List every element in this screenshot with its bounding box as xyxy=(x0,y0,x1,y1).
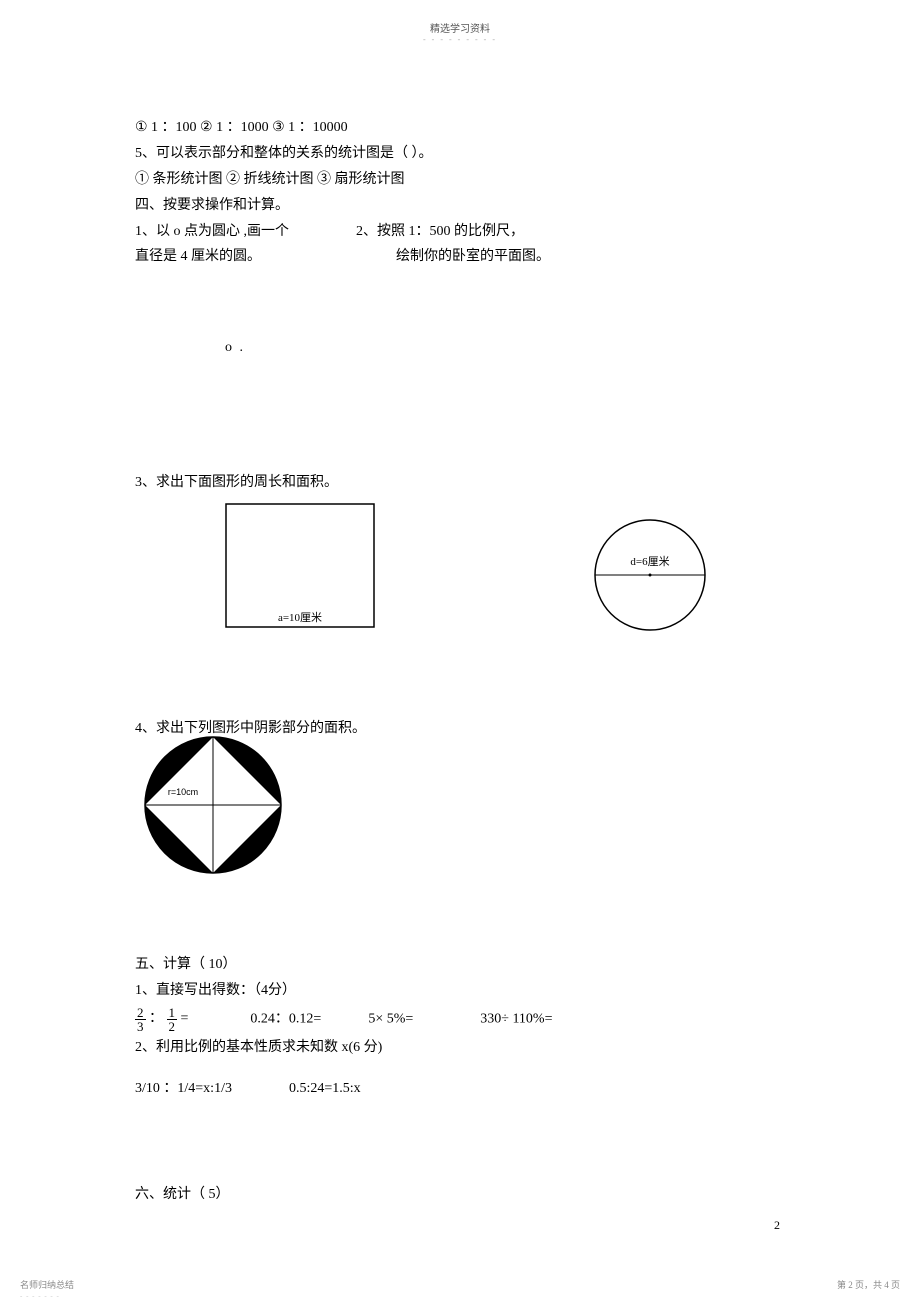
question-5-1: 1、直接写出得数：（4分） xyxy=(135,978,795,1004)
q4-1-line2: 直径是 4 厘米的圆。 xyxy=(135,249,261,264)
shaded-label: r=10cm xyxy=(168,787,198,797)
section-6-title: 六、统计（ 5） xyxy=(135,1182,795,1208)
circle-figure: d=6厘米 xyxy=(585,515,715,635)
question-5-2: 2、利用比例的基本性质求未知数 x(6 分) xyxy=(135,1035,795,1061)
frac1-den: 3 xyxy=(135,1020,146,1033)
shaded-figure: r=10cm xyxy=(141,735,296,885)
frac2-den: 2 xyxy=(167,1020,178,1033)
calc-3: 5× 5%= xyxy=(368,1012,413,1027)
header-title: 精选学习资料 xyxy=(0,0,920,35)
question-4-3: 3、求出下面图形的周长和面积。 xyxy=(135,470,795,496)
fraction-2: 1 2 xyxy=(167,1006,178,1033)
question-5: 5、可以表示部分和整体的关系的统计图是（ ）。 xyxy=(135,141,795,167)
square-label: a=10厘米 xyxy=(278,611,322,624)
prev-question-options: ① 1 ：100 ② 1 ：1000 ③ 1 ：10000 xyxy=(135,115,795,141)
q4-row2: 直径是 4 厘米的圆。 绘制你的卧室的平面图。 xyxy=(135,244,795,270)
fraction-1: 2 3 xyxy=(135,1006,146,1033)
o-point-marker: o . xyxy=(225,340,245,356)
frac2-num: 1 xyxy=(167,1006,178,1020)
header-dots: - - - - - - - - - xyxy=(0,35,920,44)
equation-1: 3/10 ：1/4=x:1/3 xyxy=(135,1081,232,1096)
frac1-num: 2 xyxy=(135,1006,146,1020)
q4-2-line2: 绘制你的卧室的平面图。 xyxy=(396,249,550,264)
colon: ： xyxy=(149,1011,163,1026)
square-figure: a=10厘米 xyxy=(225,503,375,648)
q4-row1: 1、以 o 点为圆心 ,画一个 2、按照 1：500 的比例尺， xyxy=(135,219,795,245)
footer-right: 第 2 页，共 4 页 xyxy=(837,1278,900,1291)
footer-left-dots: - - - - - - - xyxy=(20,1292,60,1300)
section-4-title: 四、按要求操作和计算。 xyxy=(135,193,795,219)
equals: = xyxy=(181,1011,189,1026)
page-number: 2 xyxy=(774,1218,780,1233)
eq-row: 3/10 ：1/4=x:1/3 0.5:24=1.5:x xyxy=(135,1076,795,1102)
q4-1-line1: 1、以 o 点为圆心 ,画一个 xyxy=(135,224,289,239)
circle-label: d=6厘米 xyxy=(630,555,669,568)
equation-2: 0.5:24=1.5:x xyxy=(289,1081,361,1096)
question-5-options: ① 条形统计图 ② 折线统计图 ③ 扇形统计图 xyxy=(135,167,795,193)
footer-left: 名师归纳总结 xyxy=(20,1278,74,1291)
calc-2: 0.24：0.12= xyxy=(250,1012,321,1027)
section-5-title: 五、计算（ 10） xyxy=(135,952,795,978)
q4-2-line1: 2、按照 1：500 的比例尺， xyxy=(356,224,524,239)
calc-row: 2 3 ： 1 2 = 0.24：0.12= 5× 5%= 330÷ 110%= xyxy=(135,1004,795,1035)
main-content: ① 1 ：100 ② 1 ：1000 ③ 1 ：10000 5、可以表示部分和整… xyxy=(135,115,795,1208)
calc-4: 330÷ 110%= xyxy=(480,1012,552,1027)
